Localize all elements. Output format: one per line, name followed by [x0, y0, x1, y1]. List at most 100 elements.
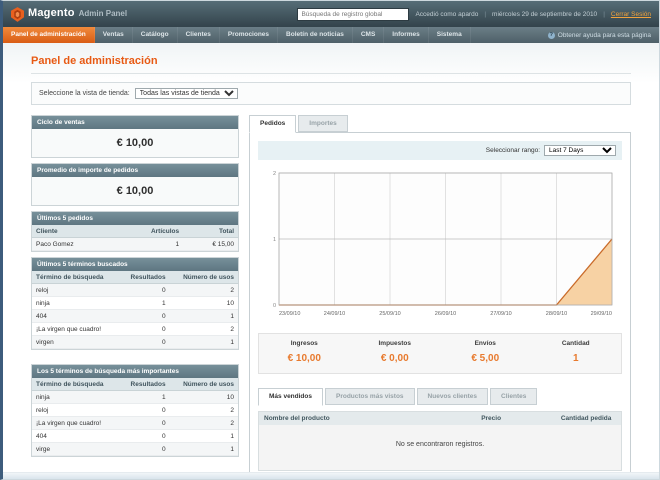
store-view-switcher: Seleccione la vista de tienda: Todas las… [31, 82, 631, 105]
nav-item-panel-de-administracion[interactable]: Panel de administración [3, 27, 95, 43]
table-cell: 404 [32, 309, 120, 323]
block-promedio-de-importe-de-pedidos: Promedio de importe de pedidos € 10,00 [31, 163, 239, 206]
help-icon: ? [547, 31, 555, 39]
svg-text:23/09/10: 23/09/10 [279, 311, 300, 317]
table-row[interactable]: Paco Gomez 1 € 15,00 [32, 237, 238, 251]
logo-text: Magento [28, 6, 75, 19]
logged-in-as: Accedió como apardo [415, 10, 479, 18]
column-header-cliente: Cliente [32, 225, 117, 238]
range-select[interactable]: Last 7 Days [544, 145, 616, 156]
nav-item-informes[interactable]: Informes [384, 27, 429, 43]
total-ingresos: Ingresos € 10,00 [259, 340, 350, 366]
nav-item-sistema[interactable]: Sistema [429, 27, 471, 43]
table-cell: 1 [116, 237, 184, 251]
dashboard-content: Panel de administración Seleccione la vi… [3, 43, 659, 479]
block-ultimos-5-pedidos: Últimos 5 pedidos Cliente Artículos Total Pa… [31, 211, 239, 252]
range-label: Seleccionar rango: [485, 147, 540, 154]
logout-link[interactable]: Cerrar Sesión [610, 10, 651, 18]
column-header-termino-de-busqueda: Término de búsqueda [32, 271, 120, 284]
magento-logo[interactable]: Magento Admin Panel [11, 7, 127, 22]
help-label: Obtener ayuda para esta página [557, 31, 651, 39]
total-value: € 10,00 [287, 353, 321, 364]
tab-clientes[interactable]: Clientes [490, 388, 538, 405]
table-row[interactable]: 404 0 1 [32, 429, 238, 443]
table-cell: ninja [32, 296, 120, 310]
area-chart-svg: 0 1 2 23/09/10 24/09/10 25/09/10 26/09/10 27/09… [273, 171, 613, 317]
table-cell: 1 [169, 442, 238, 456]
table-cell: 1 [169, 309, 238, 323]
data-table: Cliente Artículos Total Paco Gomez 1 € 15,00 [32, 225, 238, 251]
nav-item-catalogo[interactable]: Catálogo [133, 27, 178, 43]
tab-importes[interactable]: Importes [298, 115, 348, 132]
svg-text:2: 2 [273, 171, 276, 177]
table-cell: 2 [169, 403, 238, 417]
table-cell: 0 [119, 335, 170, 349]
total-value: 1 [572, 353, 579, 364]
total-label: Ingresos [290, 340, 318, 347]
table-cell: reloj [32, 403, 120, 417]
nav-item-promociones[interactable]: Promociones [220, 27, 279, 43]
bestsellers-grid: Nombre del producto Precio Cantidad pedida… [258, 411, 622, 471]
tab-productos-mas-vistos[interactable]: Productos más vistos [324, 388, 415, 405]
store-view-select[interactable]: Todas las vistas de tienda [134, 88, 238, 99]
tab-mas-vendidos[interactable]: Más vendidos [258, 388, 323, 406]
table-cell: ninja [32, 390, 120, 404]
table-row[interactable]: ¡La virgen que cuadro! 0 2 [32, 416, 238, 430]
nav-item-clientes[interactable]: Clientes [178, 27, 220, 43]
logo-subtitle: Admin Panel [78, 8, 128, 18]
block-title: Los 5 términos de búsqueda más important… [32, 365, 238, 378]
data-table: Término de búsqueda Resultados Número de u… [32, 271, 238, 349]
table-cell: 0 [119, 309, 170, 323]
svg-text:26/09/10: 26/09/10 [435, 311, 456, 317]
separator: | [603, 10, 605, 18]
grid-column-cantidad-pedida: Cantidad pedida [560, 415, 612, 422]
table-row[interactable]: reloj 0 2 [32, 283, 238, 297]
store-view-label: Seleccione la vista de tienda: [39, 90, 130, 97]
svg-text:1: 1 [273, 237, 276, 243]
table-cell: 0 [119, 283, 170, 297]
table-cell: virge [32, 442, 120, 456]
main-nav: Panel de administración Ventas Catálogo Cli… [3, 27, 659, 43]
table-cell: 0 [119, 403, 170, 417]
nav-item-boletin-de-noticias[interactable]: Boletín de noticias [278, 27, 353, 43]
top-header: Magento Admin Panel Accedió como apardo … [3, 1, 659, 27]
column-header-articulos: Artículos [116, 225, 184, 238]
global-search-input[interactable] [297, 7, 410, 21]
range-selector: Seleccionar rango: Last 7 Days [258, 141, 622, 160]
table-cell: 0 [119, 442, 170, 456]
chart-tabs: Pedidos Importes [249, 115, 631, 133]
table-cell: 1 [119, 390, 170, 404]
total-value: € 0,00 [380, 353, 409, 364]
magento-logo-icon [11, 6, 24, 22]
current-date: miércoles 29 de septiembre de 2010 [492, 10, 598, 18]
svg-text:25/09/10: 25/09/10 [379, 311, 400, 317]
block-title: Últimos 5 pedidos [32, 212, 238, 225]
total-value: € 5,00 [471, 353, 500, 364]
grid-empty-message: No se encontraron registros. [259, 425, 621, 470]
tab-nuevos-clientes[interactable]: Nuevos clientes [416, 388, 489, 405]
table-row[interactable]: 404 0 1 [32, 309, 238, 323]
table-cell: 0 [119, 429, 170, 443]
table-cell: ¡La virgen que cuadro! [32, 416, 120, 430]
column-header-termino-de-busqueda: Término de búsqueda [32, 378, 120, 391]
table-row[interactable]: ¡La virgen que cuadro! 0 2 [32, 322, 238, 336]
grid-column-nombre-del-producto: Nombre del producto [264, 415, 330, 422]
table-cell: 10 [169, 390, 238, 404]
orders-chart: 0 1 2 23/09/10 24/09/10 25/09/10 26/09/10 27/09… [258, 168, 622, 323]
table-row[interactable]: virge 0 1 [32, 442, 238, 456]
column-header-resultados: Resultados [119, 378, 170, 391]
table-cell: 1 [169, 335, 238, 349]
table-row[interactable]: ninja 1 10 [32, 296, 238, 310]
nav-item-cms[interactable]: CMS [353, 27, 385, 43]
data-table: Término de búsqueda Resultados Número de u… [32, 378, 238, 456]
table-cell: virgen [32, 335, 120, 349]
column-header-total: Total [183, 225, 238, 238]
svg-text:0: 0 [273, 303, 276, 309]
nav-item-ventas[interactable]: Ventas [95, 27, 133, 43]
table-row[interactable]: virgen 0 1 [32, 335, 238, 349]
tab-pedidos[interactable]: Pedidos [249, 115, 297, 133]
dashboard-columns: Ciclo de ventas € 10,00 Promedio de import… [31, 115, 631, 479]
table-row[interactable]: reloj 0 2 [32, 403, 238, 417]
help-link[interactable]: ? Obtener ayuda para esta página [540, 27, 659, 43]
table-row[interactable]: ninja 1 10 [32, 390, 238, 404]
